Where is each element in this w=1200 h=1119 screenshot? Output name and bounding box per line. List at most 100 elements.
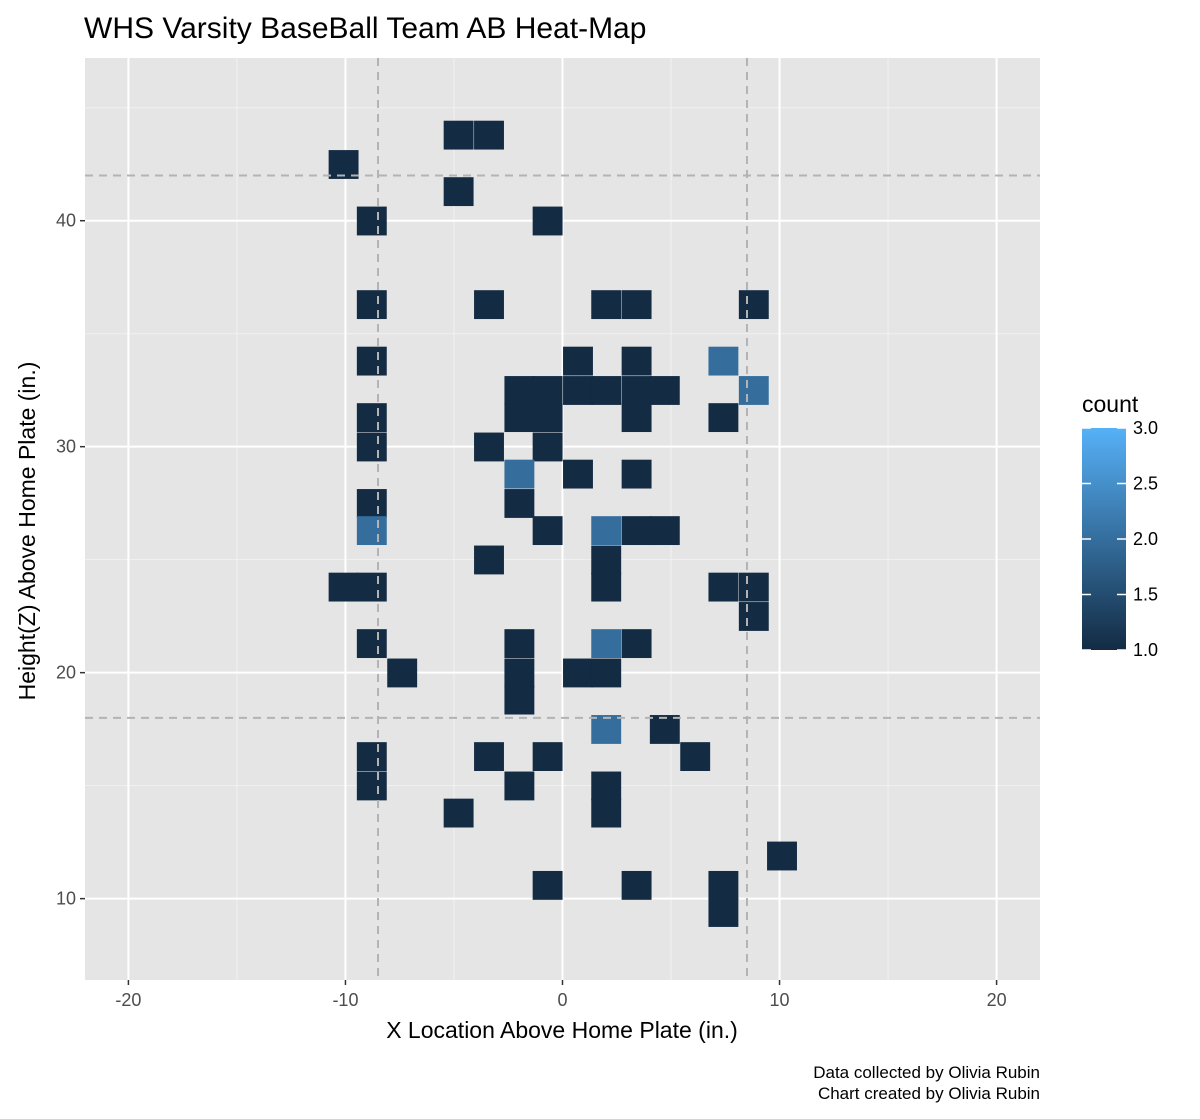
legend-tick-label: 1.5 xyxy=(1133,585,1158,605)
heatmap-cell xyxy=(767,841,797,871)
x-tick-label: -10 xyxy=(332,990,358,1010)
heatmap-cell xyxy=(504,489,535,518)
y-axis-title: Height(Z) Above Home Plate (in.) xyxy=(14,362,40,701)
heatmap-cell xyxy=(591,572,622,602)
heatmap-cell xyxy=(621,403,652,433)
heatmap-cell xyxy=(563,459,593,489)
heatmap-cell xyxy=(680,742,711,772)
heatmap-cell xyxy=(621,290,652,320)
heatmap-cells xyxy=(328,120,797,927)
heatmap-cell xyxy=(443,177,474,207)
heatmap-cell xyxy=(532,206,563,236)
heatmap-cell xyxy=(504,685,535,715)
y-tick-label: 10 xyxy=(56,889,76,909)
heatmap-cell xyxy=(591,290,622,320)
heatmap-cell xyxy=(621,629,652,659)
heatmap-cell xyxy=(591,798,622,828)
heatmap-cell xyxy=(708,898,739,927)
x-tick-label: -20 xyxy=(115,990,141,1010)
heatmap-cell xyxy=(532,432,563,462)
heatmap-cell xyxy=(738,602,769,631)
heatmap-cell xyxy=(591,376,622,405)
heatmap-cell xyxy=(738,572,769,602)
legend-ticks: 1.0 1.5 2.0 2.5 3.0 xyxy=(1082,418,1158,660)
heatmap-cell xyxy=(356,290,387,320)
heatmap-cell xyxy=(504,403,535,433)
heatmap-cell xyxy=(474,432,504,462)
heatmap-cell xyxy=(649,376,680,405)
heatmap-cell xyxy=(504,658,535,688)
x-tick-label: 20 xyxy=(987,990,1007,1010)
heatmap-cell xyxy=(328,150,359,179)
heatmap-cell xyxy=(356,346,387,376)
heatmap-cell xyxy=(474,742,504,772)
heatmap-cell xyxy=(591,516,622,546)
legend-tick-label: 3.0 xyxy=(1133,418,1158,438)
chart-title: WHS Varsity BaseBall Team AB Heat-Map xyxy=(84,12,646,45)
x-axis-title: X Location Above Home Plate (in.) xyxy=(386,1017,738,1043)
heatmap-cell xyxy=(504,376,535,405)
heatmap-cell xyxy=(532,403,563,433)
heatmap-cell xyxy=(708,572,739,602)
legend-tick-label: 2.5 xyxy=(1133,474,1158,494)
heatmap-cell xyxy=(649,715,680,744)
heatmap-cell xyxy=(474,120,504,150)
strike-zone-lines xyxy=(85,58,1040,980)
heatmap-cell xyxy=(356,432,387,462)
heatmap-cell xyxy=(708,870,739,900)
y-tick-label: 20 xyxy=(56,663,76,683)
heatmap-cell xyxy=(532,516,563,546)
heatmap-cell xyxy=(621,459,652,489)
heatmap-cell xyxy=(356,206,387,236)
heatmap-cell xyxy=(504,629,535,659)
heatmap-cell xyxy=(387,658,418,688)
heatmap-cell xyxy=(621,376,652,405)
heatmap-cell xyxy=(443,120,474,150)
heatmap-cell xyxy=(621,346,652,376)
y-tick-label: 30 xyxy=(56,437,76,457)
heatmap-cell xyxy=(504,459,535,489)
caption-chart-created: Chart created by Olivia Rubin xyxy=(818,1084,1040,1103)
heatmap-cell xyxy=(591,715,622,744)
x-tick-label: 0 xyxy=(557,990,567,1010)
heatmap-cell xyxy=(504,771,535,801)
heatmap-cell xyxy=(328,572,359,602)
heatmap-cell xyxy=(621,516,652,546)
y-axis-ticks: 10 20 30 40 xyxy=(56,211,85,909)
heatmap-cell xyxy=(563,376,593,405)
y-tick-label: 40 xyxy=(56,211,76,231)
x-axis-ticks: -20 -10 0 10 20 xyxy=(115,980,1007,1010)
heatmap-cell xyxy=(563,346,593,376)
heatmap-cell xyxy=(356,771,387,801)
heatmap-cell xyxy=(532,376,563,405)
heatmap-cell xyxy=(708,346,739,376)
heatmap-cell xyxy=(708,403,739,433)
heatmap-cell xyxy=(738,376,769,405)
heatmap-cell xyxy=(356,403,387,433)
heatmap-cell xyxy=(563,658,593,688)
heatmap-cell xyxy=(443,798,474,828)
heatmap-cell xyxy=(591,771,622,801)
heatmap-cell xyxy=(356,516,387,546)
heatmap-cell xyxy=(474,545,504,575)
legend-tick-label: 1.0 xyxy=(1133,640,1158,660)
heatmap-cell xyxy=(591,545,622,575)
heatmap-cell xyxy=(532,742,563,772)
heatmap-cell xyxy=(356,489,387,518)
heatmap-cell xyxy=(356,572,387,602)
x-tick-label: 10 xyxy=(770,990,790,1010)
legend-tick-label: 2.0 xyxy=(1133,529,1158,549)
caption-data-collected: Data collected by Olivia Rubin xyxy=(813,1063,1040,1082)
heatmap-cell xyxy=(591,658,622,688)
heatmap-cell xyxy=(621,870,652,900)
heatmap-cell xyxy=(356,742,387,772)
legend: count 1.0 1.5 2.0 2.5 3.0 xyxy=(1082,391,1158,660)
plot-panel xyxy=(85,58,1040,980)
heatmap-cell xyxy=(649,516,680,546)
heatmap-cell xyxy=(356,629,387,659)
heatmap-cell xyxy=(474,290,504,320)
heatmap-cell xyxy=(591,629,622,659)
heatmap-cell xyxy=(738,290,769,320)
heatmap-cell xyxy=(532,870,563,900)
